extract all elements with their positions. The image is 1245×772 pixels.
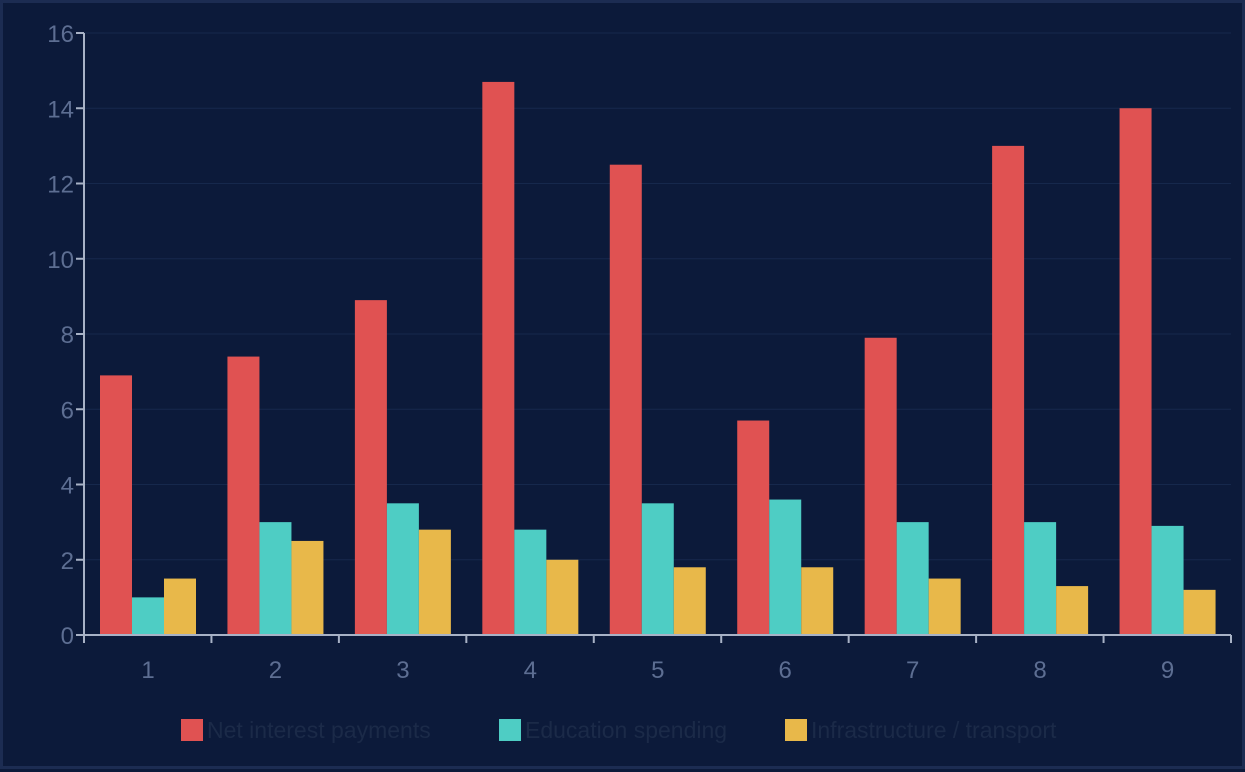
gridlines	[84, 32, 1231, 561]
legend-item-series-3[interactable]: Infrastructure / transport	[785, 715, 1056, 745]
x-tick-label: 1	[141, 657, 154, 684]
bar[interactable]	[164, 578, 196, 635]
x-tick-label: 8	[1033, 657, 1046, 684]
x-tick-label: 4	[524, 657, 537, 684]
bar[interactable]	[514, 529, 547, 635]
bar[interactable]	[896, 522, 929, 635]
x-tick-labels: 1 2 3 4 5 6 7 8 9	[141, 657, 1174, 684]
x-tick-label: 3	[396, 657, 409, 684]
x-tick-label: 2	[269, 657, 282, 684]
y-tick-label: 6	[61, 397, 74, 424]
axes	[76, 32, 1232, 643]
bar[interactable]	[769, 499, 802, 635]
y-tick-label: 8	[61, 322, 74, 349]
bar[interactable]	[673, 567, 706, 635]
x-tick-label: 5	[651, 657, 664, 684]
legend: Net interest payments Education spending…	[3, 715, 1245, 751]
y-tick-labels: 0 2 4 6 8 10 12 14 16	[47, 21, 74, 650]
bar[interactable]	[1119, 108, 1152, 635]
legend-label: Education spending	[525, 716, 728, 743]
bar[interactable]	[1024, 522, 1057, 635]
bar[interactable]	[132, 597, 164, 635]
x-tick-label: 6	[779, 657, 792, 684]
legend-swatch	[499, 719, 521, 741]
x-tick-label: 9	[1161, 657, 1174, 684]
bar[interactable]	[291, 540, 324, 635]
bar[interactable]	[864, 337, 897, 635]
bar[interactable]	[100, 375, 132, 635]
y-tick-label: 12	[47, 172, 74, 199]
legend-label: Infrastructure / transport	[811, 716, 1057, 743]
y-tick-label: 2	[61, 548, 74, 575]
bar[interactable]	[259, 522, 292, 635]
bar[interactable]	[992, 145, 1025, 635]
bar[interactable]	[1056, 586, 1089, 635]
bar[interactable]	[546, 559, 579, 635]
y-tick-label: 14	[47, 96, 74, 123]
legend-swatch	[785, 719, 807, 741]
legend-item-series-2[interactable]: Education spending	[499, 715, 727, 745]
bar[interactable]	[354, 300, 387, 635]
bar[interactable]	[227, 356, 260, 635]
bar[interactable]	[609, 164, 642, 635]
legend-item-series-1[interactable]: Net interest payments	[181, 715, 431, 745]
bars	[100, 81, 1216, 636]
y-tick-label: 4	[61, 473, 74, 500]
x-tick-label: 7	[906, 657, 919, 684]
bar[interactable]	[1183, 589, 1216, 635]
bar[interactable]	[482, 81, 515, 636]
bar[interactable]	[386, 503, 419, 635]
legend-label: Net interest payments	[207, 716, 431, 743]
y-tick-label: 16	[47, 21, 74, 48]
y-tick-label: 10	[47, 247, 74, 274]
bar[interactable]	[1151, 525, 1184, 635]
bar[interactable]	[928, 578, 961, 635]
bar[interactable]	[801, 567, 834, 635]
bar[interactable]	[737, 420, 770, 635]
bar[interactable]	[418, 529, 451, 635]
y-tick-label: 0	[61, 623, 74, 650]
bar[interactable]	[641, 503, 674, 635]
legend-swatch	[181, 719, 203, 741]
